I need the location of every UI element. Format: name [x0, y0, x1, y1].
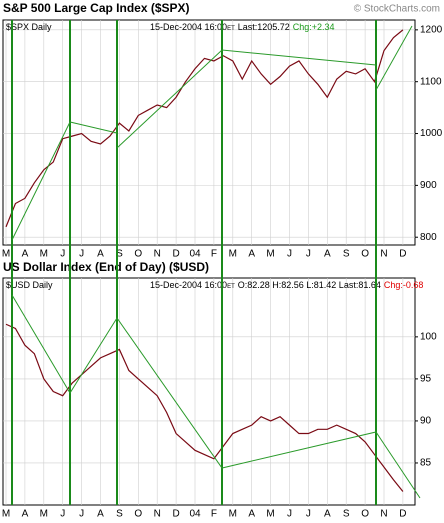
x-tick-label: A: [324, 509, 331, 520]
price-line: [5, 29, 404, 228]
x-tick-label: S: [343, 249, 350, 260]
x-tick-label: 04: [189, 249, 201, 260]
x-tick-label: M: [229, 509, 237, 520]
x-tick-label: M: [266, 249, 274, 260]
info-label: $USD Daily 15-Dec-2004 16:00ET O:82.28 H:8…: [6, 280, 423, 290]
info-label: $SPX Daily 15-Dec-2004 16:00ET Last:1205.7…: [6, 22, 335, 32]
x-tick-label: A: [22, 509, 29, 520]
chart-title: US Dollar Index (End of Day) ($USD): [3, 260, 209, 274]
x-tick-label: A: [97, 249, 104, 260]
y-tick-label: 1100: [420, 76, 442, 87]
x-tick-label: J: [287, 249, 292, 260]
quote: Last:1205.72: [238, 22, 290, 32]
x-tick-label: D: [172, 509, 179, 520]
trend-line: [116, 49, 377, 149]
x-tick-label: N: [380, 249, 387, 260]
quote: O:82.28 H:82.56 L:81.42 Last:81.64: [238, 280, 381, 290]
x-tick-label: A: [248, 249, 255, 260]
x-tick-label: N: [154, 509, 161, 520]
change: Chg:-0.68: [384, 280, 424, 290]
y-tick-label: 800: [420, 232, 437, 243]
x-tick-label: S: [343, 509, 350, 520]
x-tick-label: D: [399, 509, 406, 520]
annotations: [11, 20, 421, 505]
x-tick-label: J: [306, 509, 311, 520]
x-tick-label: O: [361, 509, 369, 520]
y-tick-label: 1000: [420, 128, 443, 139]
plot-area: [2, 277, 416, 506]
x-tick-label: M: [266, 509, 274, 520]
y-tick-label: 100: [420, 331, 437, 342]
x-tick-label: J: [60, 509, 65, 520]
x-tick-label: M: [2, 249, 10, 260]
x-tick-label: O: [134, 509, 142, 520]
timezone: ET: [227, 26, 235, 32]
date-label: 15-Dec-2004 16:00: [150, 22, 227, 32]
x-tick-label: M: [40, 249, 48, 260]
y-tick-label: 90: [420, 416, 432, 427]
x-tick-label: A: [97, 509, 104, 520]
x-tick-label: J: [287, 509, 292, 520]
date-label: 15-Dec-2004 16:00: [150, 280, 227, 290]
x-tick-label: J: [79, 509, 84, 520]
x-tick-label: D: [172, 249, 179, 260]
y-tick-label: 900: [420, 180, 437, 191]
x-tick-label: M: [229, 249, 237, 260]
timezone: ET: [227, 284, 235, 290]
trend-line: [375, 25, 413, 91]
x-tick-label: N: [154, 249, 161, 260]
x-tick-label: A: [22, 249, 29, 260]
x-tick-label: J: [60, 249, 65, 260]
y-tick-label: 1200: [420, 24, 443, 35]
series-label: $SPX Daily: [6, 22, 52, 32]
x-tick-label: M: [40, 509, 48, 520]
trend-line: [11, 121, 118, 241]
chart-title: S&P 500 Large Cap Index ($SPX): [3, 1, 190, 15]
x-tick-label: J: [79, 249, 84, 260]
watermark: © StockCharts.com: [354, 4, 440, 15]
x-tick-label: O: [361, 249, 369, 260]
x-tick-label: O: [134, 249, 142, 260]
x-tick-label: M: [2, 509, 10, 520]
x-tick-label: 04: [189, 509, 201, 520]
x-tick-label: F: [211, 509, 217, 520]
x-tick-label: D: [399, 249, 406, 260]
x-tick-label: F: [211, 249, 217, 260]
y-tick-label: 95: [420, 374, 432, 385]
x-tick-label: S: [116, 249, 123, 260]
x-tick-label: A: [248, 509, 255, 520]
price-line: [5, 323, 404, 492]
series-label: $USD Daily: [6, 280, 53, 290]
change: Chg:+2.34: [293, 22, 335, 32]
y-tick-label: 85: [420, 458, 432, 469]
x-tick-label: S: [116, 509, 123, 520]
x-tick-label: N: [380, 509, 387, 520]
trend-line: [11, 294, 421, 499]
x-tick-label: A: [324, 249, 331, 260]
x-tick-label: J: [306, 249, 311, 260]
